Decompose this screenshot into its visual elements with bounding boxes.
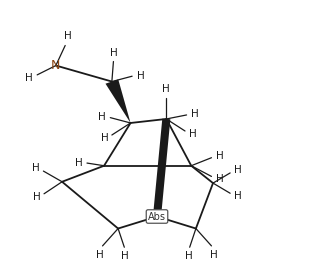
- Text: H: H: [75, 157, 83, 167]
- Text: H: H: [121, 251, 129, 261]
- Text: H: H: [32, 163, 39, 173]
- Text: H: H: [25, 73, 33, 83]
- Text: H: H: [191, 109, 199, 119]
- Text: H: H: [98, 112, 106, 122]
- Text: H: H: [137, 71, 144, 81]
- Text: N: N: [51, 59, 61, 72]
- Text: H: H: [96, 250, 104, 260]
- Text: H: H: [234, 191, 242, 201]
- Text: H: H: [64, 32, 72, 42]
- Polygon shape: [106, 79, 131, 123]
- Text: H: H: [110, 48, 117, 58]
- Text: H: H: [215, 174, 223, 184]
- Text: H: H: [101, 133, 109, 143]
- Text: H: H: [234, 165, 242, 175]
- Text: H: H: [210, 250, 218, 260]
- Text: H: H: [33, 192, 40, 202]
- Text: H: H: [162, 84, 170, 94]
- Text: Abs: Abs: [148, 211, 166, 221]
- Polygon shape: [153, 119, 171, 217]
- Text: H: H: [215, 151, 223, 161]
- Text: H: H: [189, 130, 197, 140]
- Text: H: H: [185, 251, 193, 261]
